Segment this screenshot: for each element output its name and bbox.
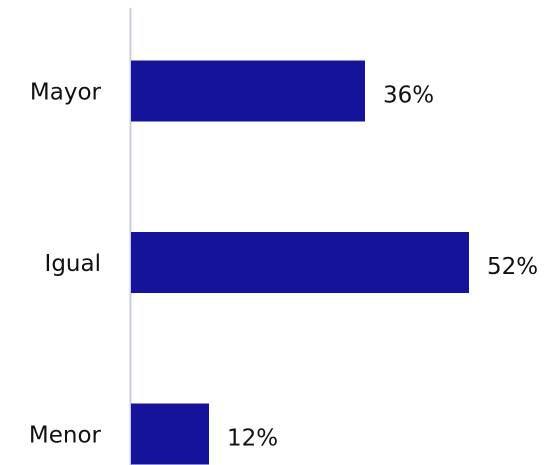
bar — [131, 403, 209, 465]
value-label: 12% — [227, 426, 278, 452]
category-label: Menor — [29, 423, 102, 449]
bar — [131, 232, 469, 293]
value-label: 52% — [487, 254, 538, 280]
value-label: 36% — [383, 83, 434, 109]
category-label: Igual — [45, 251, 101, 277]
bar — [131, 60, 365, 122]
category-label: Mayor — [30, 80, 102, 106]
